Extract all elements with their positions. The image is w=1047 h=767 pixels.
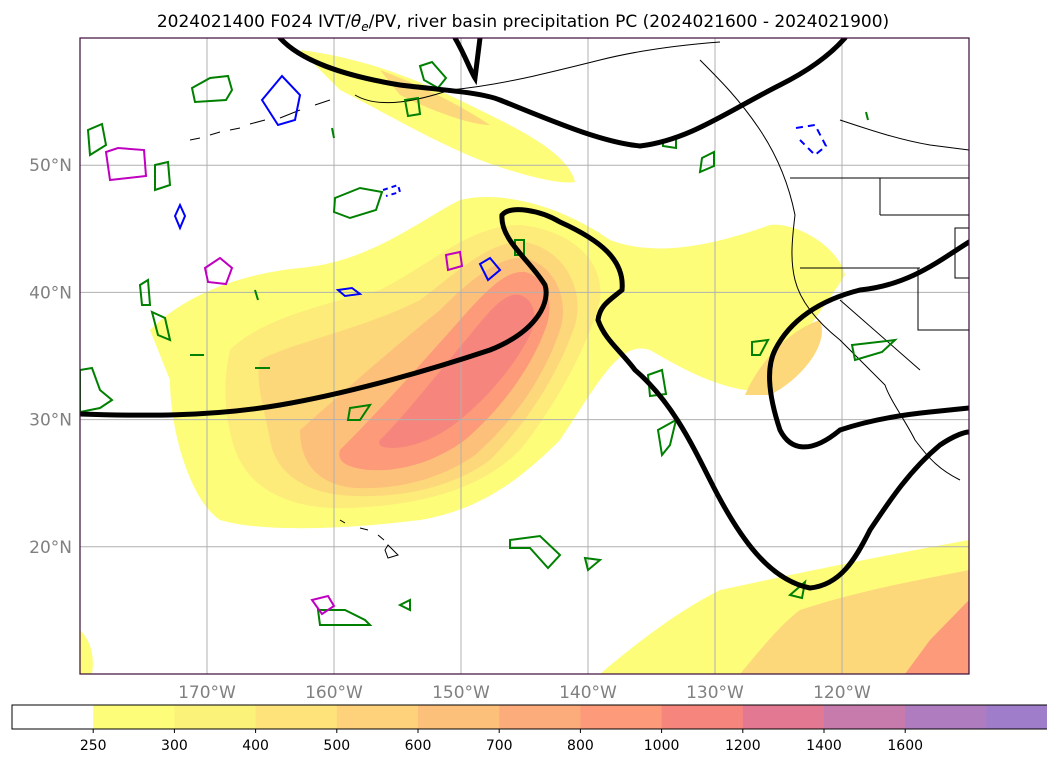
- colorbar-segment: [336, 705, 419, 729]
- pv-contours-magenta: [104, 146, 464, 616]
- lon-label: 160°W: [305, 683, 363, 703]
- colorbar-tick-label: 500: [323, 738, 350, 754]
- ivt-south-400: [740, 570, 969, 674]
- colorbar-segment: [499, 705, 581, 729]
- colorbar-tick-label: 1200: [725, 738, 761, 754]
- colorbar-segment: [174, 705, 257, 729]
- colorbar-tick-label: 700: [486, 738, 513, 754]
- lon-label: 140°W: [559, 683, 617, 703]
- theta-e-contour-main: [80, 207, 969, 591]
- lon-label: 120°W: [813, 683, 871, 703]
- aleutians: [189, 99, 331, 141]
- ivt-west-250: [80, 630, 93, 674]
- ivt-shading: [80, 50, 969, 674]
- lat-label: 40°N: [29, 283, 72, 303]
- colorbar-segment: [661, 705, 744, 729]
- map-frame: [79, 37, 970, 675]
- lon-label: 130°W: [686, 683, 744, 703]
- colorbar-tick-label: 300: [161, 738, 188, 754]
- ivt-1000: [379, 294, 535, 448]
- colorbar-segment: [824, 705, 906, 729]
- hawaii: [339, 519, 399, 559]
- colorbar-tick-label: 1000: [644, 738, 680, 754]
- colorbar-tick-label: 250: [80, 738, 107, 754]
- colorbar-segment: [986, 705, 1047, 729]
- colorbar-tick-label: 1600: [887, 738, 923, 754]
- pv-contours: [80, 60, 898, 626]
- lat-label: 50°N: [29, 156, 72, 176]
- ivt-north-250: [300, 50, 575, 183]
- lat-label: 20°N: [29, 538, 72, 558]
- theta-e-contour-northloop: [452, 38, 483, 86]
- colorbar-segment: [255, 705, 338, 729]
- colorbar-segment: [580, 705, 663, 729]
- colorbar-tick-label: 600: [405, 738, 432, 754]
- theta-e-contours: [80, 38, 969, 591]
- chart-title: 2024021400 F024 IVT/θe/PV, river basin p…: [157, 12, 889, 34]
- colorbar-segment: [93, 705, 175, 729]
- colorbar-segment: [418, 705, 500, 729]
- lon-label: 170°W: [178, 683, 236, 703]
- colorbar-segment: [12, 705, 94, 729]
- theta-e-contour-north: [277, 38, 848, 149]
- lat-label: 30°N: [29, 411, 72, 431]
- ivt-south-800: [905, 600, 969, 674]
- colorbar-tick-label: 400: [242, 738, 269, 754]
- colorbar-outline: [11, 704, 1047, 730]
- colorbar-tick-label: 800: [567, 738, 594, 754]
- theta-e-contour-east: [767, 239, 969, 450]
- canada-coast: [839, 119, 969, 151]
- colorbar-tick-label: 1400: [806, 738, 842, 754]
- colorbar-segment: [905, 705, 987, 729]
- pv-contours-blue: [173, 74, 828, 298]
- state-borders: [790, 177, 969, 371]
- latitude-labels: 50°N 40°N 30°N 20°N: [29, 156, 72, 558]
- lon-label: 150°W: [432, 683, 490, 703]
- colorbar: 250 300 400 500 600 700 800 1000 1200 1400 1600: [11, 704, 1047, 754]
- ivt-coast-400: [745, 320, 822, 395]
- colorbar-segment: [742, 705, 825, 729]
- longitude-labels: 170°W 160°W 150°W 140°W 130°W 120°W: [178, 683, 871, 703]
- west-coast: [699, 59, 961, 481]
